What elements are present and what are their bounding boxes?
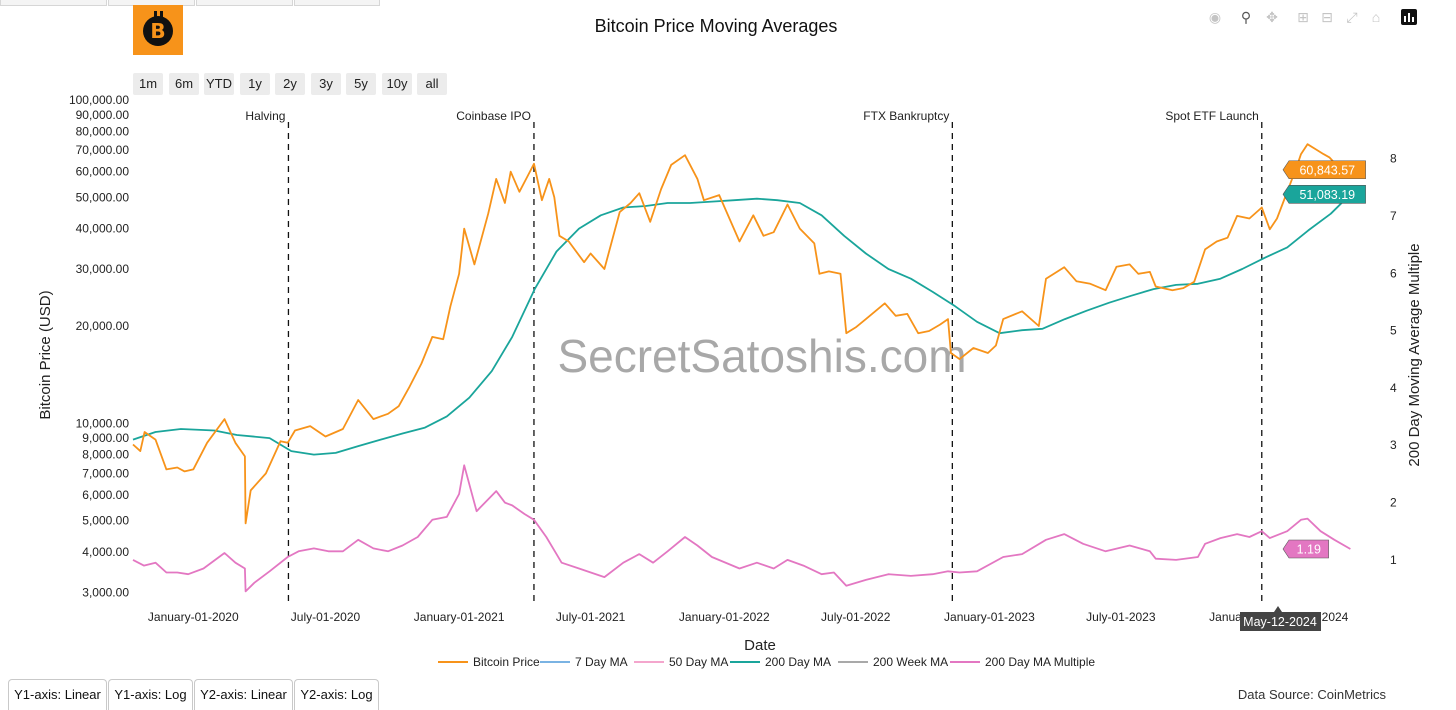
y-tick-label: 4,000.00 <box>82 545 129 559</box>
watermark: SecretSatoshis.com <box>557 330 966 382</box>
camera-icon[interactable]: ◉ <box>1208 9 1222 25</box>
x-tick-label: July-01-2022 <box>821 610 891 624</box>
event-label: FTX Bankruptcy <box>863 109 949 123</box>
y-tick-label: 80,000.00 <box>76 124 130 138</box>
y2-axis-title: 200 Day Moving Average Multiple <box>1406 243 1423 466</box>
range-button-6m[interactable]: 6m <box>169 73 199 95</box>
event-label: Halving <box>245 109 285 123</box>
event-label: Coinbase IPO <box>456 109 531 123</box>
y1-log-button[interactable]: Y1-axis: Log <box>108 679 193 710</box>
x-tick-label: January-01-2023 <box>944 610 1035 624</box>
y2-tick-label: 6 <box>1390 266 1397 280</box>
x-axis-title: Date <box>744 637 776 654</box>
y-tick-label: 100,000.00 <box>69 93 129 107</box>
plotly-logo-icon[interactable] <box>1400 8 1418 26</box>
y2-tick-label: 8 <box>1390 152 1397 166</box>
y2-log-button[interactable]: Y2-axis: Log <box>294 679 379 710</box>
y2-linear-button[interactable]: Y2-axis: Linear <box>194 679 293 710</box>
x-tick-label: 2024 <box>1322 610 1349 624</box>
y-tick-label: 5,000.00 <box>82 514 129 528</box>
end-label-box <box>1282 160 1366 180</box>
zoom-in-icon[interactable]: ⊞ <box>1297 9 1309 25</box>
y-axis-title: Bitcoin Price (USD) <box>37 290 54 419</box>
y2-tick-label: 2 <box>1390 496 1397 510</box>
x-tick-label: July-01-2020 <box>291 610 361 624</box>
y-tick-label: 3,000.00 <box>82 585 129 599</box>
range-button-1y[interactable]: 1y <box>240 73 270 95</box>
range-button-3y[interactable]: 3y <box>311 73 341 95</box>
zoom-out-icon[interactable]: ⊟ <box>1321 9 1333 25</box>
autoscale-icon[interactable]: ⤢ <box>1346 9 1358 25</box>
end-label-box <box>1282 185 1366 204</box>
y-tick-label: 9,000.00 <box>82 431 129 445</box>
series-line-200-day-ma <box>132 193 1352 456</box>
range-button-5y[interactable]: 5y <box>346 73 376 95</box>
legend-label: 50 Day MA <box>669 655 728 669</box>
y-tick-label: 10,000.00 <box>76 416 130 430</box>
data-source: Data Source: CoinMetrics <box>1237 687 1386 702</box>
y2-tick-label: 4 <box>1390 381 1397 395</box>
top-tab[interactable] <box>196 0 293 6</box>
x-tick-label: July-01-2023 <box>1086 610 1156 624</box>
y2-tick-label: 7 <box>1390 209 1397 223</box>
chart-title: Bitcoin Price Moving Averages <box>594 16 838 36</box>
end-label-value: 51,083.19 <box>1299 188 1355 202</box>
end-label-box <box>1282 539 1329 559</box>
event-label: Spot ETF Launch <box>1165 109 1258 123</box>
y-tick-label: 70,000.00 <box>76 143 130 157</box>
top-tab[interactable] <box>0 0 107 6</box>
y2-tick-label: 5 <box>1390 324 1397 338</box>
x-tick-label: January-01-2020 <box>148 610 239 624</box>
y1-linear-button[interactable]: Y1-axis: Linear <box>8 679 107 710</box>
svg-text:B: B <box>150 19 165 43</box>
pan-icon[interactable]: ✥ <box>1266 9 1278 25</box>
x-tick-label: January-01-2021 <box>414 610 505 624</box>
top-tab[interactable] <box>294 0 380 6</box>
y-tick-label: 8,000.00 <box>82 448 129 462</box>
series-line-200-day-ma-multiple <box>132 464 1351 593</box>
y-tick-label: 30,000.00 <box>76 262 130 276</box>
y-tick-label: 60,000.00 <box>76 165 130 179</box>
end-label-value: 1.19 <box>1297 542 1321 556</box>
legend-label: 200 Week MA <box>873 655 948 669</box>
zoom-icon[interactable]: ⚲ <box>1240 9 1252 25</box>
legend-label: 200 Day MA <box>765 655 831 669</box>
legend-label: 200 Day MA Multiple <box>985 655 1095 669</box>
range-button-2y[interactable]: 2y <box>275 73 305 95</box>
y-tick-label: 50,000.00 <box>76 190 130 204</box>
range-button-ytd[interactable]: YTD <box>204 73 234 95</box>
hover-date-label: May-12-2024 <box>1243 615 1317 629</box>
y-tick-label: 6,000.00 <box>82 488 129 502</box>
modebar: ◉ ⚲ ✥ ⊞ ⊟ ⤢ ⌂ <box>1200 8 1430 28</box>
y2-tick-label: 1 <box>1390 553 1397 567</box>
legend-label: Bitcoin Price <box>473 655 540 669</box>
series-line-bitcoin-price <box>132 143 1351 525</box>
y-tick-label: 90,000.00 <box>76 108 130 122</box>
range-button-10y[interactable]: 10y <box>382 73 412 95</box>
y-tick-label: 40,000.00 <box>76 222 130 236</box>
range-button-all[interactable]: all <box>417 73 447 95</box>
hover-date-box <box>1240 606 1321 631</box>
y-tick-label: 20,000.00 <box>76 319 130 333</box>
reset-axes-icon[interactable]: ⌂ <box>1371 9 1381 25</box>
x-tick-label: July-01-2021 <box>556 610 626 624</box>
x-tick-label: January-01-2022 <box>679 610 770 624</box>
end-label-value: 60,843.57 <box>1299 163 1355 177</box>
legend-label: 7 Day MA <box>575 655 628 669</box>
range-button-1m[interactable]: 1m <box>133 73 163 95</box>
y-tick-label: 7,000.00 <box>82 466 129 480</box>
y2-tick-label: 3 <box>1390 438 1397 452</box>
secret-satoshis-logo: B <box>133 5 183 55</box>
